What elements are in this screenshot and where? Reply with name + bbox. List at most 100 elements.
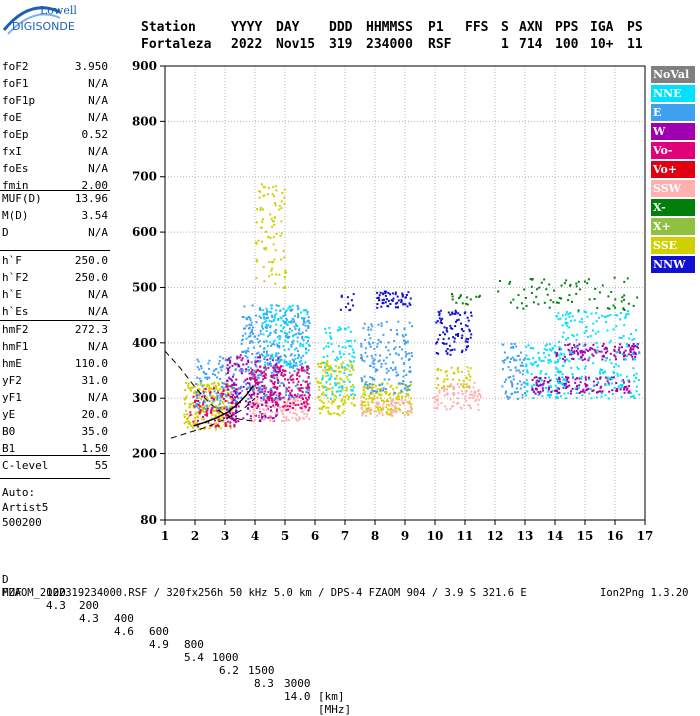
echo-point: [467, 385, 470, 388]
echo-point: [507, 397, 510, 400]
echo-point: [519, 358, 521, 361]
echo-point: [392, 297, 395, 300]
echo-point: [469, 336, 472, 339]
echo-point: [401, 334, 404, 337]
echo-point: [185, 395, 188, 398]
echo-point: [561, 314, 564, 317]
echo-point: [634, 353, 637, 356]
echo-point: [302, 387, 305, 390]
echo-point: [568, 360, 571, 363]
echo-point: [306, 383, 309, 386]
echo-point: [353, 339, 356, 342]
echo-point: [366, 384, 369, 387]
echo-point: [201, 395, 204, 398]
echo-point: [250, 340, 253, 342]
echo-point: [307, 397, 310, 400]
echo-point: [390, 399, 393, 402]
echo-point: [254, 376, 257, 379]
echo-point: [409, 381, 412, 383]
echo-point: [279, 366, 282, 369]
echo-point: [381, 382, 384, 385]
echo-point: [262, 398, 265, 401]
echo-point: [200, 365, 202, 368]
echo-point: [348, 396, 351, 399]
echo-point: [364, 351, 367, 354]
echo-point: [317, 365, 320, 368]
echo-point: [510, 342, 513, 345]
echo-point: [223, 423, 226, 426]
echo-point: [342, 402, 345, 405]
echo-point: [567, 313, 570, 316]
echo-point: [205, 372, 208, 375]
echo-point: [253, 378, 256, 381]
echo-point: [598, 316, 601, 319]
echo-point: [208, 404, 211, 407]
echo-point: [197, 425, 200, 428]
echo-point: [291, 317, 294, 320]
echo-point: [271, 220, 274, 223]
echo-point: [308, 372, 311, 375]
echo-point: [396, 295, 399, 298]
echo-point: [633, 351, 636, 354]
echo-point: [191, 386, 194, 389]
echo-point: [366, 355, 369, 358]
echo-point: [298, 360, 301, 363]
param-name: h`E: [2, 288, 22, 301]
echo-point: [600, 385, 603, 388]
echo-point: [570, 390, 573, 393]
echo-point: [394, 291, 397, 294]
echo-point: [364, 393, 366, 396]
echo-point: [212, 387, 215, 390]
echo-point: [574, 387, 577, 390]
echo-point: [395, 401, 398, 404]
echo-point: [509, 376, 512, 378]
echo-point: [524, 297, 527, 299]
echo-point: [301, 343, 304, 346]
echo-point: [506, 356, 509, 359]
echo-point: [352, 384, 354, 387]
echo-point: [267, 193, 269, 196]
echo-point: [619, 318, 622, 321]
echo-point: [467, 319, 470, 322]
echo-point: [397, 353, 400, 356]
echo-point: [339, 308, 342, 311]
echo-point: [245, 337, 248, 340]
echo-point: [260, 206, 262, 209]
echo-point: [250, 331, 253, 333]
echo-point: [601, 284, 604, 287]
echo-point: [360, 354, 363, 356]
echo-point: [556, 368, 559, 371]
echo-point: [565, 279, 568, 282]
echo-point: [503, 380, 506, 383]
echo-point: [515, 387, 518, 390]
echo-point: [400, 382, 403, 385]
echo-point: [578, 392, 581, 394]
echo-point: [225, 373, 228, 376]
echo-point: [389, 385, 392, 388]
echo-point: [270, 217, 273, 220]
echo-point: [253, 415, 256, 418]
echo-point: [438, 389, 441, 392]
echo-point: [287, 337, 290, 340]
echo-point: [626, 343, 628, 345]
echo-point: [286, 333, 289, 335]
echo-point: [249, 419, 252, 421]
echo-point: [244, 400, 247, 403]
echo-point: [604, 394, 607, 397]
echo-point: [553, 289, 556, 292]
echo-point: [478, 294, 481, 297]
echo-point: [334, 365, 337, 368]
echo-point: [215, 422, 218, 425]
echo-point: [308, 417, 311, 420]
echo-point: [285, 386, 288, 389]
echo-point: [588, 376, 590, 379]
echo-point: [388, 378, 391, 381]
echo-point: [349, 339, 352, 342]
echo-point: [524, 392, 526, 394]
echo-point: [590, 312, 593, 315]
echo-point: [273, 386, 276, 388]
echo-point: [475, 295, 478, 298]
echo-point: [266, 309, 269, 312]
echo-point: [229, 422, 232, 425]
echo-point: [362, 327, 365, 330]
